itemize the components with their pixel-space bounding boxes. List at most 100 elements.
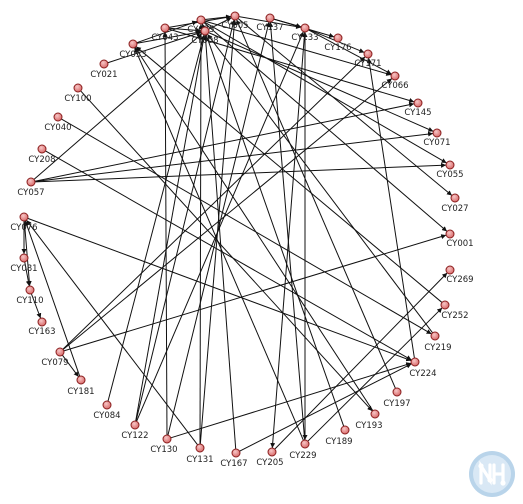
node-cy193[interactable]: CY193 [355,409,383,431]
node-dot[interactable] [267,447,277,457]
node-cy219[interactable]: CY219 [424,331,452,353]
node-cy021[interactable]: CY021 [90,59,118,80]
node-dot[interactable] [432,128,442,138]
node-dot[interactable] [162,434,172,444]
node-dot[interactable] [76,375,86,385]
edge-cy079-cy066 [62,78,393,350]
node-dot[interactable] [445,160,455,170]
node-label: CY071 [423,138,450,148]
node-cy122[interactable]: CY122 [121,420,149,441]
node-cy167[interactable]: CY167 [220,448,248,469]
node-cy145[interactable]: CY145 [404,98,432,118]
node-dot[interactable] [26,177,36,187]
node-dot[interactable] [340,425,350,435]
node-dot[interactable] [445,229,455,239]
node-cy181[interactable]: CY181 [67,375,95,397]
node-cy008[interactable]: CY008 [191,26,219,46]
edge-cy181-cy076 [24,220,81,377]
node-cy131[interactable]: CY131 [186,443,214,465]
node-cy269[interactable]: CY269 [445,265,474,285]
node-label: CY053 [119,50,146,60]
node-cy137[interactable]: CY137 [256,13,284,33]
node-cy057[interactable]: CY057 [17,177,45,198]
node-cy071[interactable]: CY071 [423,128,451,148]
node-cy224[interactable]: CY224 [409,357,437,379]
node-dot[interactable] [99,59,109,69]
node-cy189[interactable]: CY189 [325,425,353,447]
node-dot[interactable] [160,23,170,33]
node-cy053[interactable]: CY053 [119,39,147,60]
node-dot[interactable] [413,98,423,108]
node-label: CY181 [67,387,94,397]
node-cy001[interactable]: CY001 [445,229,474,249]
node-dot[interactable] [25,285,35,295]
edge-cy229-cy053 [134,47,304,441]
node-dot[interactable] [195,443,205,453]
edge-cy079-cy181 [62,354,79,378]
node-dot[interactable] [196,15,206,25]
node-dot[interactable] [333,33,343,43]
node-dot[interactable] [440,300,450,310]
edge-cy079-cy001 [63,234,447,352]
node-label: CY205 [256,458,283,468]
node-dot[interactable] [410,357,420,367]
node-label: CY005 [221,21,248,31]
node-cy229[interactable]: CY229 [289,439,317,461]
node-dot[interactable] [300,23,310,33]
node-cy040[interactable]: CY040 [44,112,72,133]
edge-cy081-cy110 [24,261,31,287]
node-dot[interactable] [73,83,83,93]
node-dot[interactable] [430,331,440,341]
edge-cy219-cy008 [207,33,433,334]
node-cy043[interactable]: CY043 [151,23,179,43]
node-dot[interactable] [363,49,373,59]
node-dot[interactable] [390,71,400,81]
node-cy079[interactable]: CY079 [41,347,69,368]
node-dot[interactable] [230,11,240,21]
node-cy197[interactable]: CY197 [383,387,411,409]
node-dot[interactable] [102,400,112,410]
node-cy084[interactable]: CY084 [93,400,121,421]
node-cy110[interactable]: CY110 [16,285,44,306]
node-dot[interactable] [37,317,47,327]
node-cy055[interactable]: CY055 [436,160,464,180]
node-cy208[interactable]: CY208 [28,144,56,165]
edge-cy057-cy071 [34,131,434,183]
edge-cy057-cy008 [33,33,203,180]
node-cy130[interactable]: CY130 [150,434,178,455]
node-cy066[interactable]: CY066 [381,71,409,91]
node-dot[interactable] [37,144,47,154]
node-label: CY252 [441,311,468,321]
node-cy081[interactable]: CY081 [10,253,38,274]
node-label: CY130 [150,445,177,455]
node-cy205[interactable]: CY205 [256,447,284,468]
node-cy005[interactable]: CY005 [221,11,249,31]
node-cy133[interactable]: CY133 [291,23,319,43]
node-label: CY171 [354,59,381,69]
node-dot[interactable] [370,409,380,419]
node-cy027[interactable]: CY027 [441,193,469,214]
node-cy100[interactable]: CY100 [64,83,92,104]
node-cy176[interactable]: CY176 [324,33,352,53]
edge-cy079-cy171 [62,56,366,350]
node-dot[interactable] [231,448,241,458]
node-cy252[interactable]: CY252 [440,300,469,321]
node-cy171[interactable]: CY171 [354,49,382,69]
node-dot[interactable] [55,347,65,357]
node-dot[interactable] [445,265,455,275]
node-dot[interactable] [450,193,460,203]
node-dot[interactable] [265,13,275,23]
edge-cy043-cy008 [168,27,202,33]
edge-cy167-cy224 [239,363,412,452]
node-dot[interactable] [392,387,402,397]
node-dot[interactable] [128,39,138,49]
node-dot[interactable] [130,420,140,430]
node-dot[interactable] [19,253,29,263]
node-dot[interactable] [300,439,310,449]
node-dot[interactable] [19,212,29,222]
node-cy076[interactable]: CY076 [10,212,38,233]
node-label: CY076 [10,223,37,233]
node-dot[interactable] [53,112,63,122]
node-dot[interactable] [200,26,210,36]
node-cy163[interactable]: CY163 [28,317,56,337]
